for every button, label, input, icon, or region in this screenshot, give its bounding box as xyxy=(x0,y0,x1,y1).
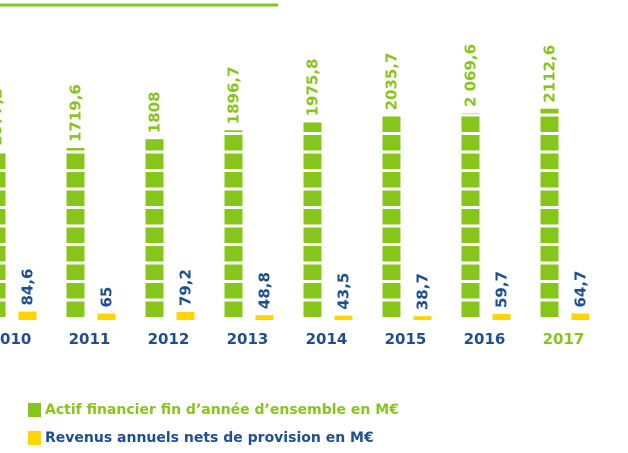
x-tick-label: 2012 xyxy=(148,330,190,348)
legend-swatch xyxy=(28,403,41,417)
bar xyxy=(334,315,353,320)
value-label: 64,7 xyxy=(572,271,590,308)
bar xyxy=(18,311,37,320)
bar xyxy=(0,152,6,320)
value-label: 2112,6 xyxy=(541,45,559,103)
x-tick-label: 2014 xyxy=(306,330,348,348)
bar xyxy=(66,148,85,320)
legend-swatch xyxy=(28,431,41,445)
value-label: 2 069,6 xyxy=(462,44,480,107)
x-tick-label: 2013 xyxy=(227,330,269,348)
bar xyxy=(382,116,401,321)
value-label: 43,5 xyxy=(335,273,353,310)
x-tick-label: 2015 xyxy=(385,330,427,348)
bar xyxy=(492,314,511,320)
bar xyxy=(176,312,195,320)
value-label: 2035,7 xyxy=(383,53,401,111)
x-tick-label: 2010 xyxy=(0,330,31,348)
legend-label: Actif financier fin d’année d’ensemble e… xyxy=(45,402,399,418)
bar xyxy=(540,108,559,321)
value-label: 79,2 xyxy=(177,269,195,306)
value-label: 1975,8 xyxy=(304,59,322,117)
value-label: 38,7 xyxy=(414,273,432,310)
value-label: 48,8 xyxy=(256,272,274,309)
bar xyxy=(97,313,116,320)
bar xyxy=(461,113,480,320)
x-tick-label: 2017 xyxy=(543,330,585,348)
x-tick-label: 2016 xyxy=(464,330,506,348)
value-label: 1677,2 xyxy=(0,88,6,146)
x-tick-label: 2011 xyxy=(69,330,111,348)
value-label: 65 xyxy=(98,287,116,308)
value-label: 1719,6 xyxy=(67,84,85,142)
bar xyxy=(255,315,274,320)
value-label: 1808 xyxy=(146,91,164,133)
bar xyxy=(145,139,164,320)
bar xyxy=(303,122,322,320)
value-label: 1896,7 xyxy=(225,66,243,124)
bar xyxy=(224,130,243,320)
value-label: 59,7 xyxy=(493,271,511,308)
bar xyxy=(413,316,432,320)
value-label: 84,6 xyxy=(19,269,37,306)
bar xyxy=(571,313,590,320)
legend-label: Revenus annuels nets de provision en M€ xyxy=(45,430,374,446)
